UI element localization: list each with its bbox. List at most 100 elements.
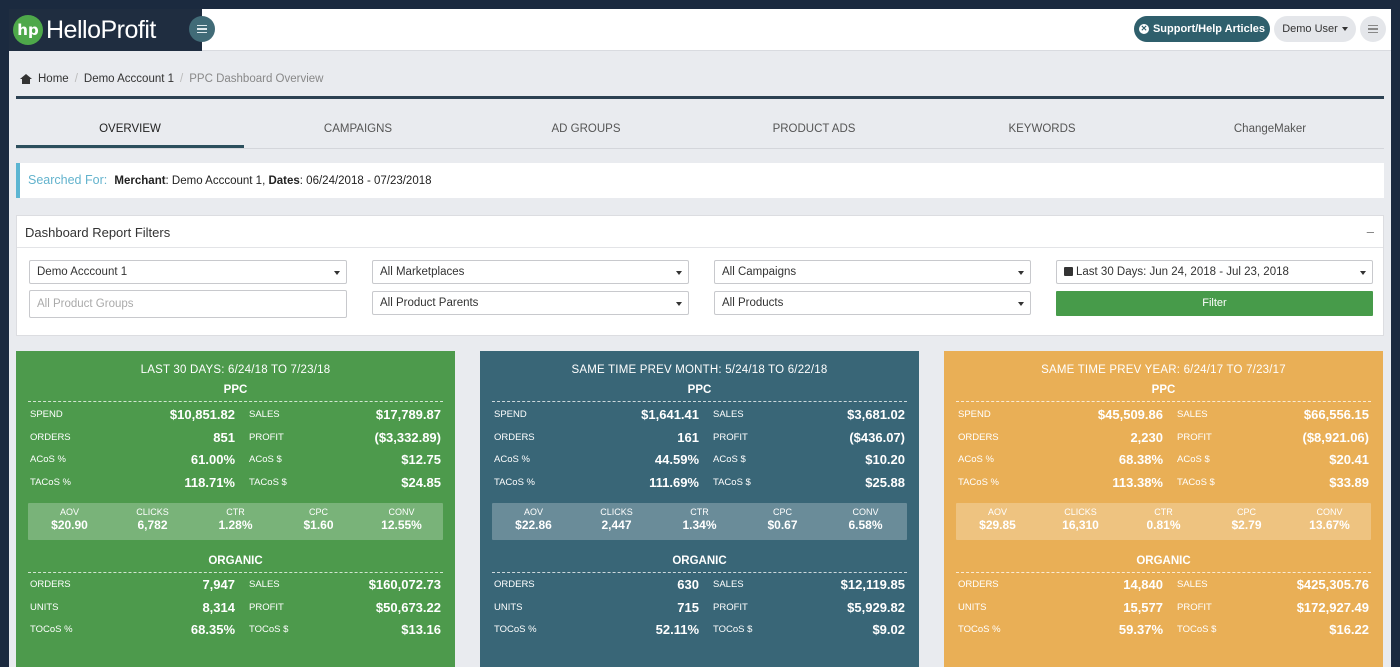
metric-label: ORDERS (494, 579, 535, 590)
user-menu-button[interactable]: Demo User (1274, 16, 1356, 42)
stat-value: 16,310 (1062, 518, 1099, 532)
metric-row: ORDERS 630 SALES $12,119.85 (492, 574, 907, 597)
stat-conv: CONV 6.58% (824, 503, 907, 540)
ppc-metrics: SPEND $45,509.86 SALES $66,556.15 ORDERS… (956, 404, 1371, 494)
campaigns-select[interactable]: All Campaigns (714, 260, 1031, 284)
card-title: SAME TIME PREV YEAR: 6/24/17 TO 7/23/17 (1041, 364, 1286, 376)
metric-label: TOCoS $ (1177, 624, 1217, 635)
breadcrumb: Home / Demo Acccount 1 / PPC Dashboard O… (20, 73, 323, 85)
dropdown-arrow-icon (1360, 271, 1366, 275)
breadcrumb-separator: / (180, 73, 184, 85)
metric-row: SPEND $45,509.86 SALES $66,556.15 (956, 404, 1371, 427)
stat-label: CTR (226, 507, 245, 517)
sidebar-toggle-button[interactable] (189, 16, 215, 42)
metric-value: $13.16 (401, 622, 441, 637)
metric-label: ACoS % (30, 454, 66, 465)
metric-label: PROFIT (713, 601, 748, 613)
account-select-value: Demo Acccount 1 (37, 266, 128, 278)
stat-label: CONV (852, 507, 879, 517)
metric-row: TACoS % 111.69% TACoS $ $25.88 (492, 472, 907, 495)
filter-button[interactable]: Filter (1056, 291, 1373, 316)
metric-label: PROFIT (713, 431, 748, 443)
stat-value: $0.67 (767, 518, 798, 532)
stat-value: 0.81% (1146, 518, 1181, 532)
stat-value: 2,447 (601, 518, 632, 532)
brand-logo[interactable]: hp HelloProfit (9, 9, 202, 51)
metric-row: ORDERS 7,947 SALES $160,072.73 (28, 574, 443, 597)
stat-value: $2.79 (1231, 518, 1262, 532)
metric-value: $17,789.87 (375, 407, 441, 422)
product-groups-input[interactable]: All Product Groups (29, 290, 347, 318)
marketplaces-select[interactable]: All Marketplaces (372, 260, 689, 284)
dates-value: : 06/24/2018 - 07/23/2018 (299, 175, 432, 187)
metric-value: 630 (677, 577, 699, 592)
metric-value: $20.41 (1329, 452, 1369, 467)
user-label: Demo User (1282, 23, 1338, 35)
search-summary-label: Searched For: (28, 173, 108, 187)
product-parents-select[interactable]: All Product Parents (372, 291, 689, 315)
metric-value: 851 (213, 429, 235, 445)
metric-row: ORDERS 14,840 SALES $425,305.76 (956, 574, 1371, 597)
stat-value: 13.67% (1309, 518, 1350, 532)
filters-title: Dashboard Report Filters (25, 225, 171, 240)
calendar-icon (1064, 267, 1073, 276)
stat-label: CTR (1154, 507, 1173, 517)
stat-label: CLICKS (136, 507, 169, 517)
metric-value: 111.69% (649, 474, 699, 490)
stat-clicks: CLICKS 6,782 (111, 503, 194, 540)
stat-value: 1.34% (682, 518, 717, 532)
account-select[interactable]: Demo Acccount 1 (29, 260, 347, 284)
tab-product-ads[interactable]: PRODUCT ADS (772, 123, 856, 135)
metric-label: UNITS (958, 601, 987, 613)
metric-value: $10,851.82 (169, 407, 235, 422)
card-title: SAME TIME PREV MONTH: 5/24/18 TO 6/22/18 (571, 364, 828, 376)
metric-value: 113.38% (1112, 474, 1163, 490)
organic-metrics: ORDERS 7,947 SALES $160,072.73 UNITS 8,3… (28, 574, 443, 642)
app-window: hp HelloProfit ✕ Support/Help Articles D… (9, 9, 1391, 667)
breadcrumb-account[interactable]: Demo Acccount 1 (83, 73, 175, 85)
metric-value: $3,681.02 (847, 407, 905, 422)
metric-label: ORDERS (30, 431, 71, 443)
tab-keywords[interactable]: KEYWORDS (1008, 123, 1076, 135)
metric-value: 15,577 (1123, 599, 1163, 615)
metric-value: $9.02 (872, 622, 905, 637)
top-bar: hp HelloProfit ✕ Support/Help Articles D… (9, 9, 1391, 51)
metric-value: $160,072.73 (368, 577, 441, 592)
collapse-button[interactable]: – (1366, 224, 1374, 239)
right-menu-button[interactable] (1360, 16, 1386, 42)
metric-value: $12,119.85 (840, 577, 905, 592)
products-select[interactable]: All Products (714, 291, 1031, 315)
dashed-divider (492, 572, 907, 573)
stat-aov: AOV $20.90 (28, 503, 111, 540)
metric-label: TACoS $ (1177, 476, 1215, 488)
metric-row: ORDERS 851 PROFIT ($3,332.89) (28, 427, 443, 450)
dashed-divider (956, 401, 1371, 402)
organic-metrics: ORDERS 14,840 SALES $425,305.76 UNITS 15… (956, 574, 1371, 642)
metric-row: TOCoS % 68.35% TOCoS $ $13.16 (28, 619, 443, 642)
metric-label: PROFIT (249, 601, 284, 613)
metric-row: UNITS 8,314 PROFIT $50,673.22 (28, 597, 443, 620)
breadcrumb-home[interactable]: Home (38, 73, 69, 85)
stat-conv: CONV 13.67% (1288, 503, 1371, 540)
metric-value: 161 (677, 429, 699, 445)
metric-label: UNITS (30, 601, 59, 613)
tab-overview[interactable]: OVERVIEW (16, 115, 244, 148)
card-title: LAST 30 DAYS: 6/24/18 TO 7/23/18 (140, 364, 331, 376)
date-range-value: Last 30 Days: Jun 24, 2018 - Jul 23, 201… (1076, 266, 1289, 278)
date-range-picker[interactable]: Last 30 Days: Jun 24, 2018 - Jul 23, 201… (1056, 260, 1373, 284)
metric-row: ORDERS 161 PROFIT ($436.07) (492, 427, 907, 450)
close-circle-icon: ✕ (1138, 24, 1149, 34)
tab-changemaker[interactable]: ChangeMaker (1233, 123, 1307, 135)
stat-value: 6.58% (848, 518, 883, 532)
metric-label: PROFIT (249, 431, 284, 443)
metric-value: 68.35% (190, 622, 235, 637)
metric-label: ORDERS (30, 579, 71, 590)
support-help-button[interactable]: ✕ Support/Help Articles (1134, 16, 1270, 42)
stat-label: CLICKS (1064, 507, 1097, 517)
metric-label: SPEND (494, 409, 527, 420)
tab-campaigns[interactable]: CAMPAIGNS (323, 123, 393, 135)
tab-ad-groups[interactable]: AD GROUPS (551, 123, 621, 135)
metric-label: TOCoS $ (249, 624, 289, 635)
stat-cpc: CPC $0.67 (741, 503, 824, 540)
metric-value: ($436.07) (849, 429, 905, 445)
